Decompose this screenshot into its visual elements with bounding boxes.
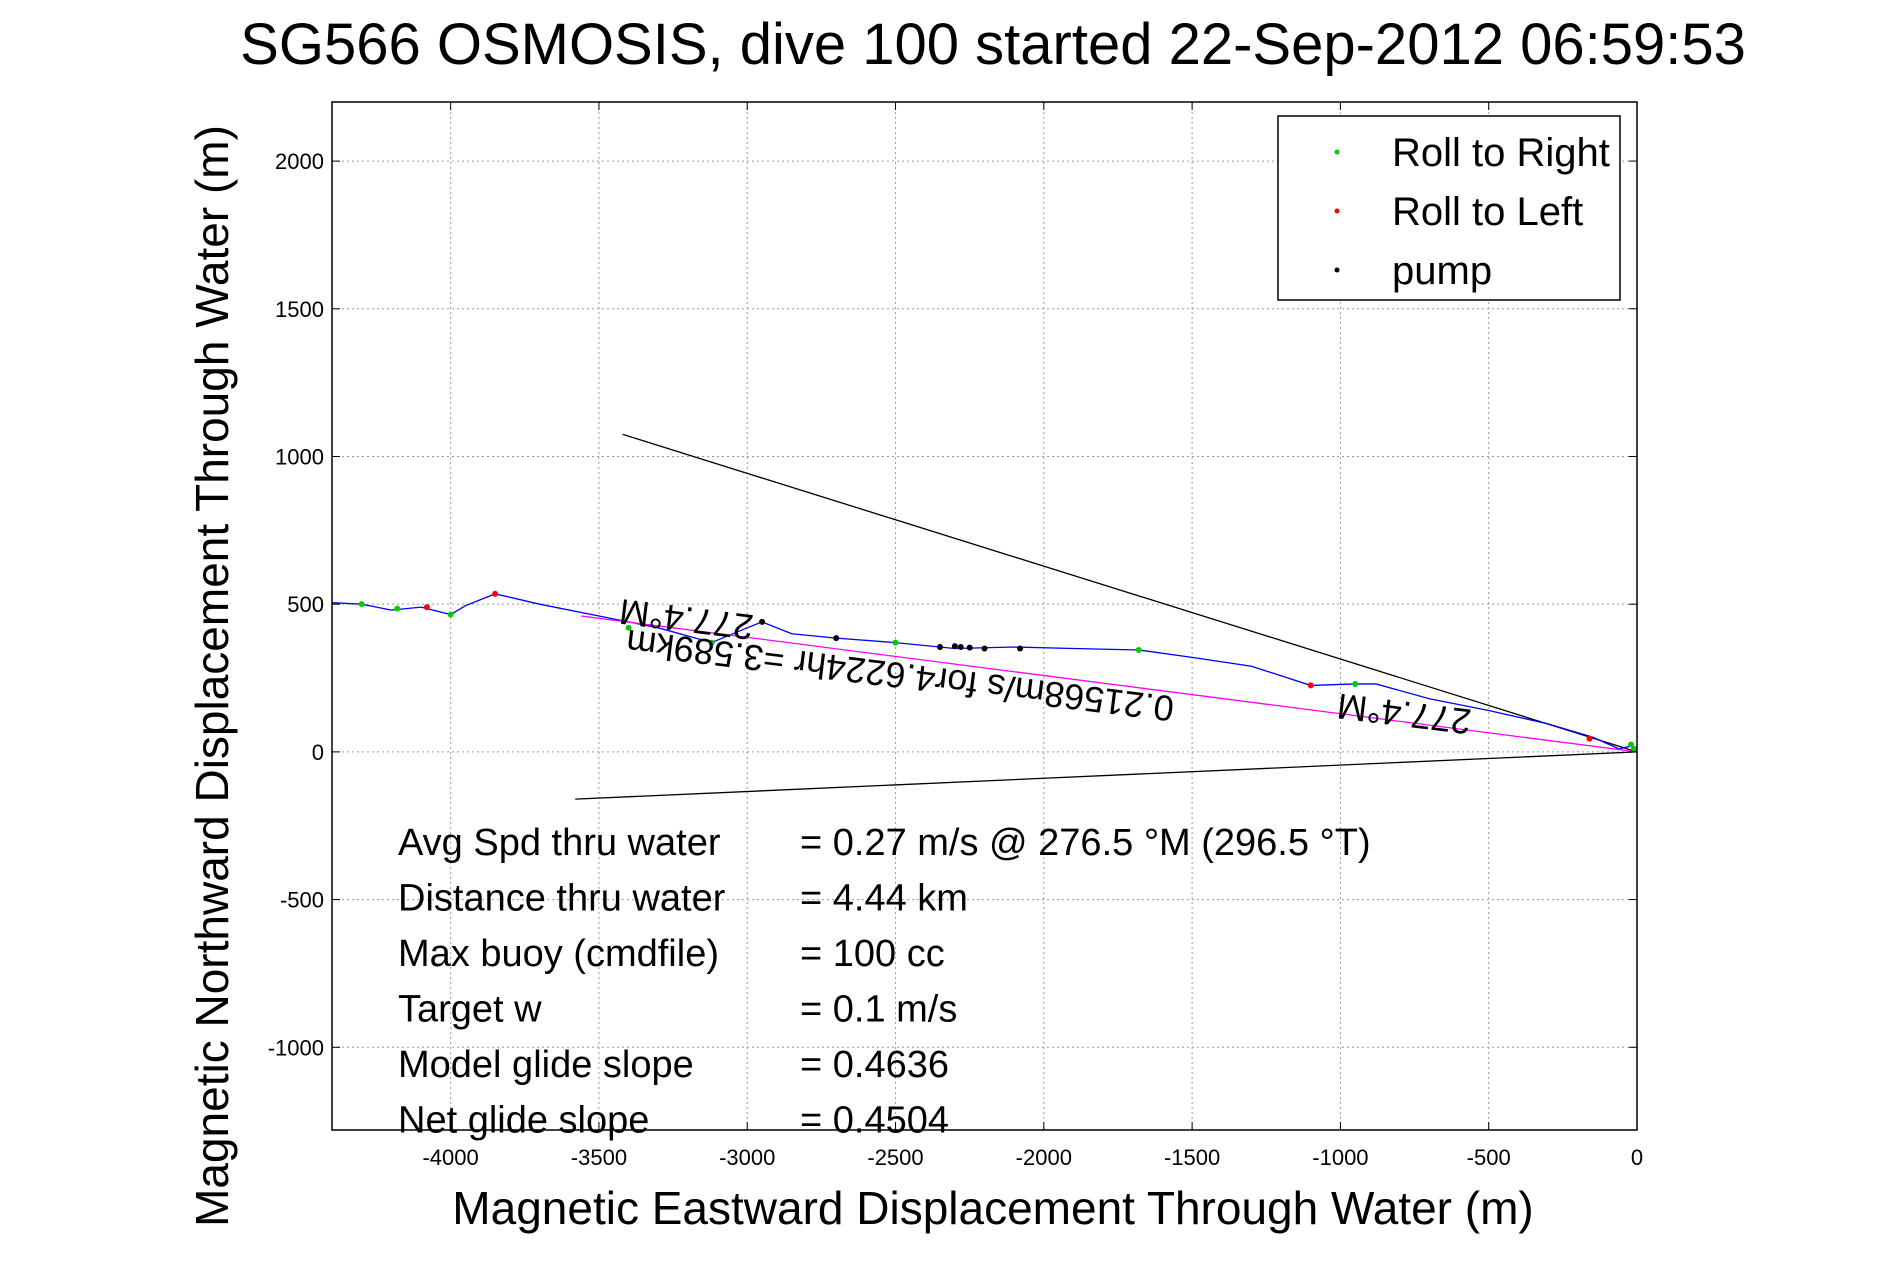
legend-label: pump [1392,249,1492,293]
stats-value: = 0.1 m/s [800,989,957,1031]
stats-value: = 0.27 m/s @ 276.5 °M (296.5 °T) [800,822,1371,864]
data-point [892,639,899,646]
x-tick-label: -1000 [1312,1145,1368,1170]
x-axis-ticks: -4000 -3500 -3000 -2500 -2000 -1500 -1000 -500 0 [422,102,1643,1170]
stats-label: Avg Spd thru water [398,822,721,864]
data-point [981,645,988,652]
x-tick-label: -2000 [1016,1145,1072,1170]
x-tick-label: 0 [1631,1145,1643,1170]
series-line [581,615,1638,753]
stats-label: Net glide slope [398,1100,649,1142]
y-tick-label: 2000 [275,149,324,174]
data-point [1586,735,1593,742]
data-point [1628,741,1635,748]
x-tick-label: -2500 [867,1145,923,1170]
data-point [358,601,365,608]
x-tick-label: -500 [1467,1145,1511,1170]
guide-lines [575,433,1638,800]
data-point [394,605,401,612]
data-point [1631,745,1638,752]
marker-layer [358,590,1638,752]
y-tick-label: 1000 [275,444,324,469]
data-point [833,635,840,642]
legend: Roll to Right Roll to Left pump [1277,115,1621,301]
data-point [625,624,632,631]
y-axis-label: Magnetic Northward Displacement Through … [186,125,238,1227]
y-tick-label: -500 [280,888,324,913]
chart-title: SG566 OSMOSIS, dive 100 started 22-Sep-2… [240,12,1746,77]
guide-line [575,751,1638,800]
data-point [966,644,973,651]
data-point [1307,682,1314,689]
data-point [1017,645,1024,652]
stats-label: Distance thru water [398,878,726,920]
data-point [423,604,430,611]
x-tick-label: -3000 [719,1145,775,1170]
data-point [492,590,499,597]
y-tick-label: 1500 [275,297,324,322]
y-tick-label: 500 [287,592,324,617]
stats-label: Model glide slope [398,1044,694,1086]
data-point [937,644,944,651]
stats-label: Target w [398,989,542,1031]
data-point [708,639,715,646]
x-axis-label: Magnetic Eastward Displacement Through W… [452,1182,1533,1234]
x-tick-label: -4000 [422,1145,478,1170]
guide-line [622,433,1638,753]
data-point [1135,646,1142,653]
legend-marker [1334,208,1340,214]
plot-frame [331,101,1638,1131]
data-point [951,643,958,650]
y-tick-label: 0 [312,740,324,765]
x-tick-label: -3500 [571,1145,627,1170]
data-point [957,644,964,651]
stats-label: Max buoy (cmdfile) [398,933,719,975]
legend-marker [1334,267,1340,273]
legend-marker [1334,149,1340,155]
stats-value: = 0.4636 [800,1044,949,1086]
data-point [447,611,454,618]
data-point [1352,680,1359,687]
y-tick-label: -1000 [268,1035,324,1060]
legend-label: Roll to Left [1392,190,1583,234]
stats-block: Avg Spd thru water = 0.27 m/s @ 276.5 °M … [398,822,1371,1142]
data-point [759,618,766,625]
legend-label: Roll to Right [1392,131,1610,175]
x-tick-label: -1500 [1164,1145,1220,1170]
stats-value: = 0.4504 [800,1100,949,1142]
y-axis-ticks: -1000 -500 0 500 1000 1500 2000 [268,149,1637,1060]
stats-value: = 100 cc [800,933,945,975]
stats-value: = 4.44 km [800,878,968,920]
